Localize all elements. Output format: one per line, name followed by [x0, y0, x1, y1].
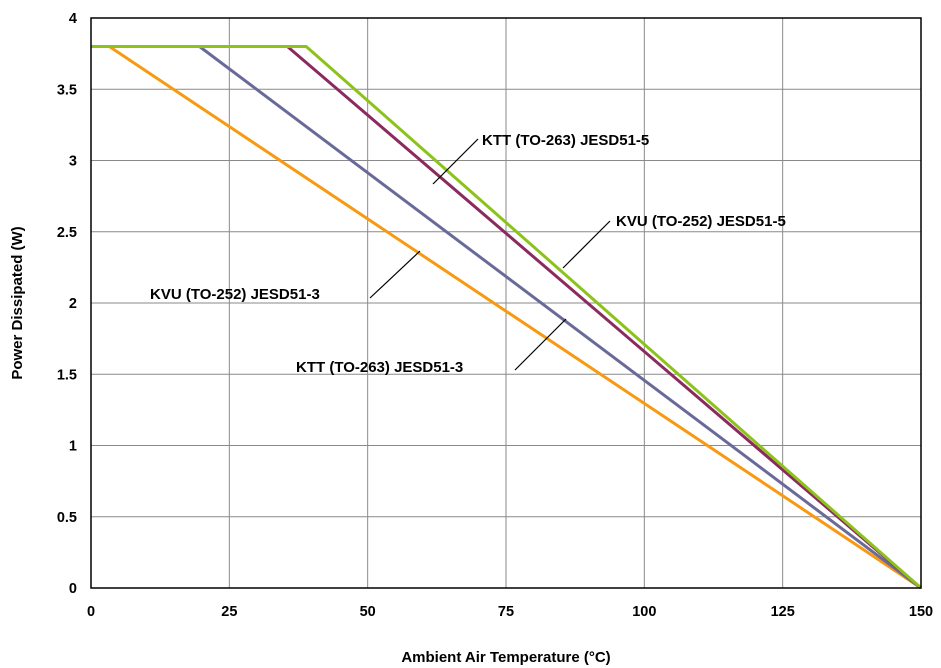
plot-area-border	[90, 17, 922, 589]
annotation-label-kvu-jesd51-5: KVU (TO-252) JESD51-5	[616, 213, 786, 230]
y-tick-label: 0.5	[57, 510, 77, 526]
y-tick-label: 1.5	[57, 367, 77, 383]
y-tick-label: 4	[69, 11, 77, 27]
y-tick-label: 2	[69, 296, 77, 312]
x-axis-title: Ambient Air Temperature (°C)	[401, 649, 610, 666]
x-tick-label: 125	[771, 604, 795, 620]
annotation-leader-ktt-jesd51-5	[432, 138, 479, 185]
annotation-leader-kvu-jesd51-3	[369, 250, 421, 299]
y-axis-title: Power Dissipated (W)	[9, 226, 26, 379]
x-tick-label: 75	[498, 604, 514, 620]
y-tick-label: 1	[69, 439, 77, 455]
x-tick-label: 150	[909, 604, 933, 620]
y-tick-label: 2.5	[57, 225, 77, 241]
y-tick-label: 3	[69, 154, 77, 170]
tick-labels: 0 25 50 75 100 125 150 0 0.5 1 1.5 2 2.5 3 3.5 4	[57, 11, 933, 620]
x-tick-label: 50	[360, 604, 376, 620]
y-tick-label: 3.5	[57, 82, 77, 98]
x-tick-label: 25	[221, 604, 237, 620]
x-tick-label: 0	[87, 604, 95, 620]
grid-lines	[91, 18, 921, 588]
y-tick-label: 0	[69, 581, 77, 597]
annotation-label-ktt-jesd51-3: KTT (TO-263) JESD51-3	[296, 359, 463, 376]
x-tick-label: 100	[632, 604, 656, 620]
annotations: KTT (TO-263) JESD51-3 KVU (TO-252) JESD5…	[150, 132, 786, 376]
annotation-leader-ktt-jesd51-3	[514, 318, 567, 371]
series-line-kvu-to-252-jesd51-5	[91, 45, 922, 590]
annotation-label-kvu-jesd51-3: KVU (TO-252) JESD51-3	[150, 286, 320, 303]
annotation-leader-kvu-jesd51-5	[562, 220, 611, 269]
series-lines	[91, 45, 922, 590]
annotation-label-ktt-jesd51-5: KTT (TO-263) JESD51-5	[482, 132, 649, 149]
